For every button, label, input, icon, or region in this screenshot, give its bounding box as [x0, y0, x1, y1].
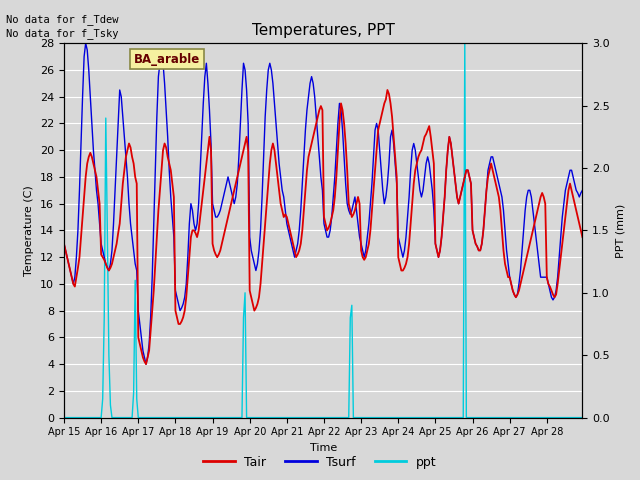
Legend: Tair, Tsurf, ppt: Tair, Tsurf, ppt — [198, 451, 442, 474]
Text: BA_arable: BA_arable — [134, 53, 200, 66]
Y-axis label: PPT (mm): PPT (mm) — [616, 203, 625, 258]
Text: No data for f_Tdew
No data for f_Tsky: No data for f_Tdew No data for f_Tsky — [6, 14, 119, 39]
X-axis label: Time: Time — [310, 443, 337, 453]
Y-axis label: Temperature (C): Temperature (C) — [24, 185, 35, 276]
Title: Temperatures, PPT: Temperatures, PPT — [252, 23, 395, 38]
